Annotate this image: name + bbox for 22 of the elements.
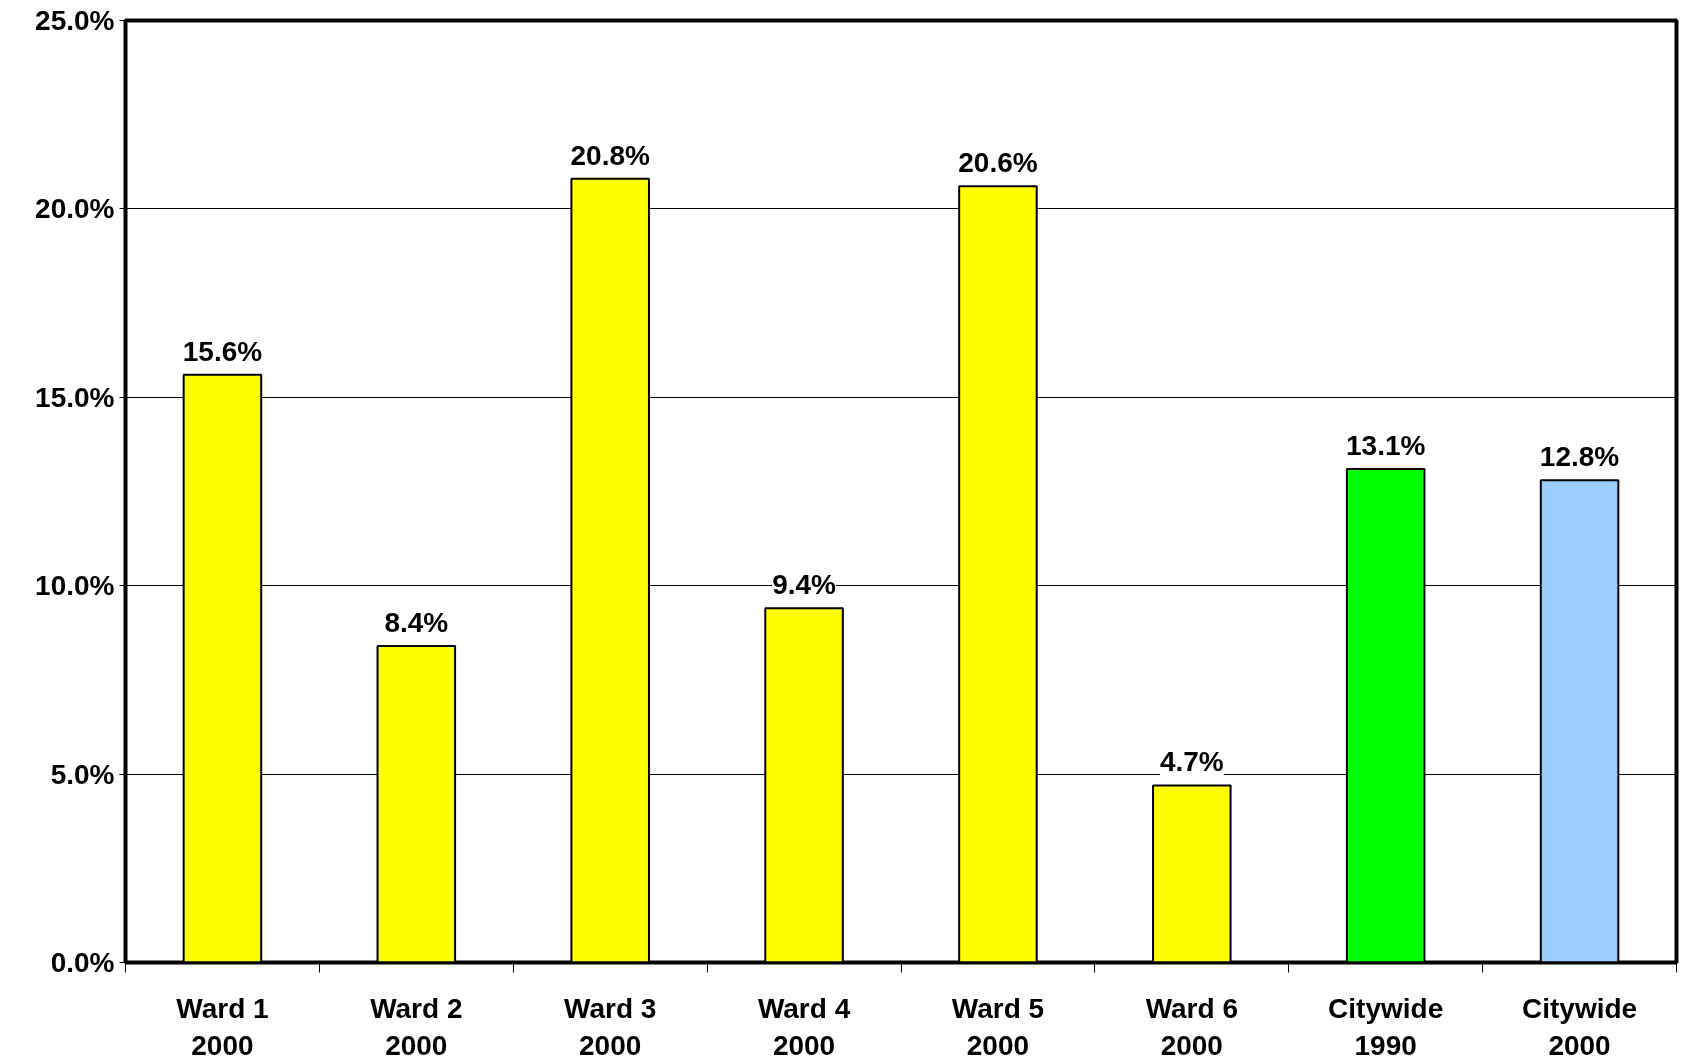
x-tick-label: Ward 2 2000 [370,992,463,1061]
y-tick-label: 15.0% [35,381,115,413]
data-label: 15.6% [182,335,263,367]
x-tick-label: Ward 6 2000 [1145,992,1238,1061]
y-tick-label: 0.0% [50,947,115,978]
y-tick-label: 5.0% [50,758,115,790]
x-tick-label: Citywide 2000 [1522,992,1638,1061]
data-label: 20.6% [958,147,1038,179]
data-label: 8.4% [384,606,449,638]
y-tick-label: 20.0% [35,193,115,225]
y-tick-label: 10.0% [35,570,115,602]
data-label: 13.1% [1345,429,1426,461]
data-label: 12.8% [1539,441,1620,473]
x-tick-label: Ward 4 2000 [757,992,851,1061]
data-label: 20.8% [570,139,650,171]
x-tick-label: Ward 1 2000 [176,992,269,1061]
data-label: 4.7% [1159,746,1224,778]
x-tick-label: Ward 5 2000 [951,992,1045,1061]
y-tick-label: 25.0% [35,5,115,36]
x-tick-label: Citywide 1990 [1328,992,1444,1061]
x-tick-label: Ward 3 2000 [564,992,657,1061]
data-label: 9.4% [772,569,837,601]
